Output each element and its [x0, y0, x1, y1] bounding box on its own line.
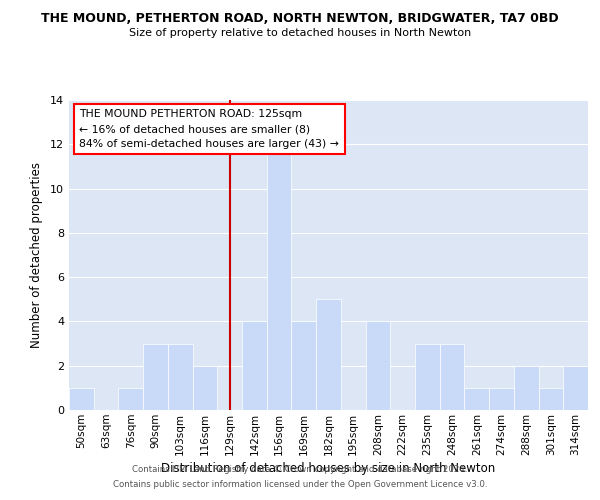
Bar	[292, 322, 316, 410]
Text: Contains HM Land Registry data © Crown copyright and database right 2024.: Contains HM Land Registry data © Crown c…	[132, 465, 468, 474]
Bar	[168, 344, 193, 410]
Bar	[514, 366, 539, 410]
Bar	[464, 388, 489, 410]
Bar	[489, 388, 514, 410]
X-axis label: Distribution of detached houses by size in North Newton: Distribution of detached houses by size …	[161, 462, 496, 475]
Bar	[242, 322, 267, 410]
Bar	[267, 144, 292, 410]
Bar	[539, 388, 563, 410]
Y-axis label: Number of detached properties: Number of detached properties	[30, 162, 43, 348]
Bar	[440, 344, 464, 410]
Bar	[365, 322, 390, 410]
Bar	[563, 366, 588, 410]
Bar	[193, 366, 217, 410]
Bar	[415, 344, 440, 410]
Text: THE MOUND, PETHERTON ROAD, NORTH NEWTON, BRIDGWATER, TA7 0BD: THE MOUND, PETHERTON ROAD, NORTH NEWTON,…	[41, 12, 559, 26]
Text: Contains public sector information licensed under the Open Government Licence v3: Contains public sector information licen…	[113, 480, 487, 489]
Bar	[118, 388, 143, 410]
Text: Size of property relative to detached houses in North Newton: Size of property relative to detached ho…	[129, 28, 471, 38]
Bar	[143, 344, 168, 410]
Bar	[69, 388, 94, 410]
Bar	[316, 300, 341, 410]
Text: THE MOUND PETHERTON ROAD: 125sqm
← 16% of detached houses are smaller (8)
84% of: THE MOUND PETHERTON ROAD: 125sqm ← 16% o…	[79, 110, 339, 149]
